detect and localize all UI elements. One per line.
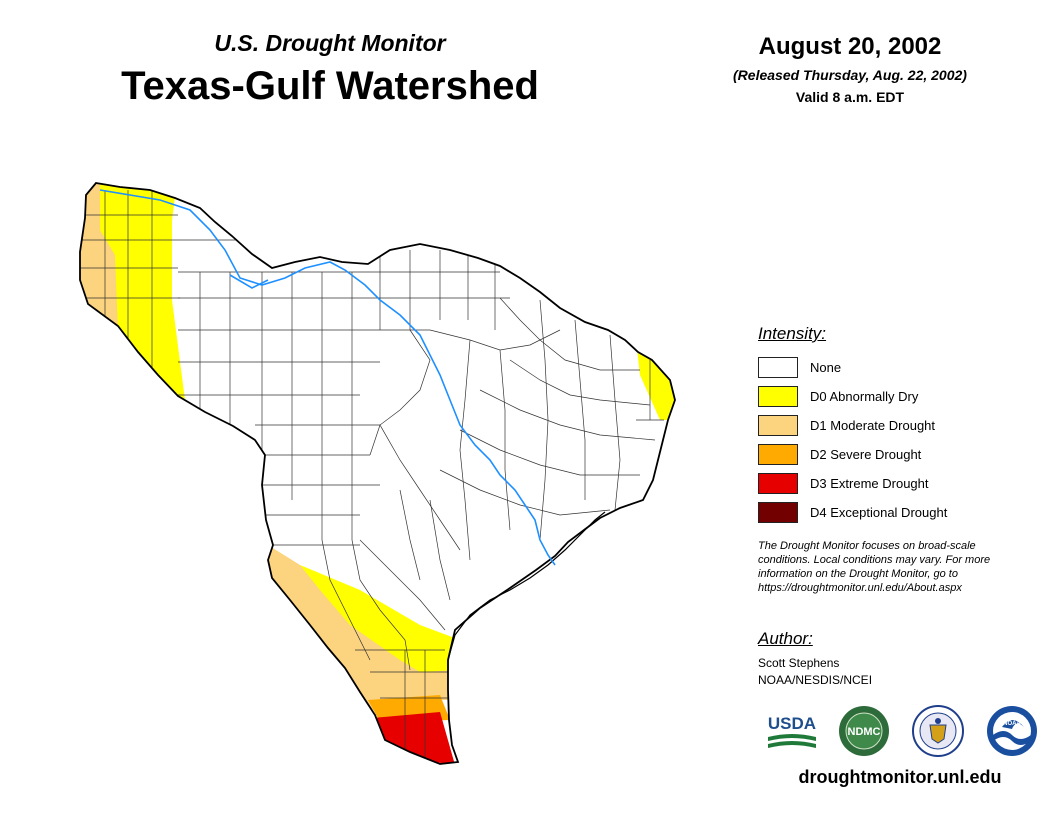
commerce-seal-icon xyxy=(912,705,964,757)
legend-label: None xyxy=(810,360,842,375)
legend-swatch xyxy=(758,415,798,436)
legend-label: D4 Exceptional Drought xyxy=(810,505,948,520)
legend-label: D0 Abnormally Dry xyxy=(810,389,919,404)
disclaimer-line: information on the Drought Monitor, go t… xyxy=(758,568,958,580)
partner-logos: USDA NDMC NOAA xyxy=(764,705,1044,761)
legend-item-d4: D4 Exceptional Drought xyxy=(758,498,1048,527)
drought-areas xyxy=(80,183,675,764)
noaa-logo-icon: NOAA xyxy=(987,706,1037,756)
release-date: (Released Thursday, Aug. 22, 2002) xyxy=(733,67,967,83)
usda-logo-text: USDA xyxy=(768,714,816,733)
legend-swatch xyxy=(758,444,798,465)
legend-item-d0: D0 Abnormally Dry xyxy=(758,382,1048,411)
ndmc-logo-icon: NDMC xyxy=(839,706,889,756)
ndmc-logo-text: NDMC xyxy=(848,726,881,738)
region-title: Texas-Gulf Watershed xyxy=(121,64,539,108)
legend-label: D3 Extreme Drought xyxy=(810,476,929,491)
author-block: Author: Scott Stephens NOAA/NESDIS/NCEI xyxy=(758,629,1048,689)
legend-swatch xyxy=(758,473,798,494)
noaa-logo-text: NOAA xyxy=(1003,721,1021,727)
usda-logo-icon: USDA xyxy=(768,714,816,748)
disclaimer: The Drought Monitor focuses on broad-sca… xyxy=(758,539,1048,595)
legend: Intensity: None D0 Abnormally Dry D1 Mod… xyxy=(758,324,1048,527)
map-date: August 20, 2002 xyxy=(758,33,942,60)
author-name: Scott Stephens xyxy=(758,656,840,670)
legend-item-d3: D3 Extreme Drought xyxy=(758,469,1048,498)
legend-item-d2: D2 Severe Drought xyxy=(758,440,1048,469)
legend-swatch xyxy=(758,357,798,378)
county-lines xyxy=(80,190,664,760)
product-title: U.S. Drought Monitor xyxy=(214,30,446,56)
author-org: NOAA/NESDIS/NCEI xyxy=(758,673,873,687)
legend-item-d1: D1 Moderate Drought xyxy=(758,411,1048,440)
valid-time: Valid 8 a.m. EDT xyxy=(795,89,905,105)
legend-item-none: None xyxy=(758,353,1048,382)
legend-swatch xyxy=(758,386,798,407)
legend-label: D1 Moderate Drought xyxy=(810,418,936,433)
watershed-boundary xyxy=(79,182,676,765)
footer-url[interactable]: droughtmonitor.unl.edu xyxy=(798,767,1002,787)
disclaimer-line: The Drought Monitor focuses on broad-sca… xyxy=(758,540,976,552)
coastline xyxy=(447,511,606,661)
legend-swatch xyxy=(758,502,798,523)
disclaimer-link[interactable]: https://droughtmonitor.unl.edu/About.asp… xyxy=(758,582,962,594)
legend-title: Intensity: xyxy=(758,324,827,343)
disclaimer-line: conditions. Local conditions may vary. F… xyxy=(758,554,991,566)
legend-label: D2 Severe Drought xyxy=(810,447,922,462)
rivers xyxy=(99,189,556,566)
author-heading: Author: xyxy=(758,629,813,648)
drought-map xyxy=(79,182,676,765)
